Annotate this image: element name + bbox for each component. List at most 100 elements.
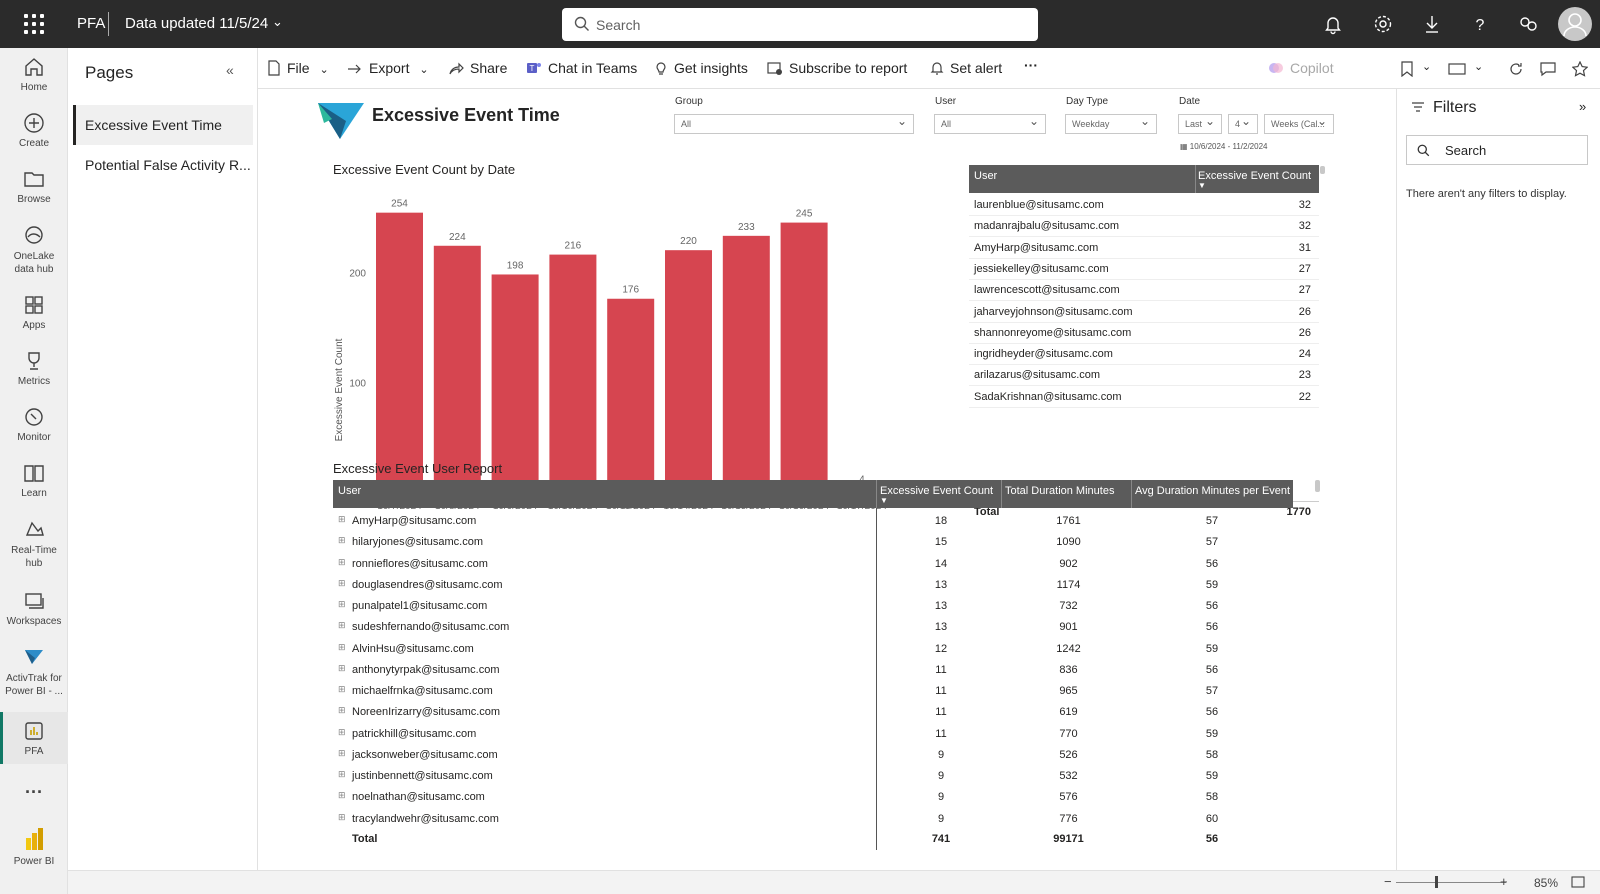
table-row[interactable]: ⊞ AmyHarp@situsamc.com 18 1761 57: [333, 511, 1293, 532]
more-options-icon[interactable]: ···: [25, 782, 43, 802]
column-header-user[interactable]: User: [974, 170, 998, 182]
expand-row-icon[interactable]: ⊞: [338, 726, 346, 737]
expand-row-icon[interactable]: ⊞: [338, 556, 346, 567]
table-row[interactable]: ⊞ sudeshfernando@situsamc.com 13 901 56: [333, 617, 1293, 638]
data-updated-label[interactable]: Data updated 11/5/24: [125, 15, 269, 32]
expand-row-icon[interactable]: ⊞: [338, 662, 346, 673]
zoom-in-icon[interactable]: +: [1500, 874, 1508, 889]
table-row[interactable]: shannonreyome@situsamc.com 26: [969, 323, 1319, 344]
nav-learn[interactable]: Learn: [0, 462, 68, 499]
zoom-out-icon[interactable]: −: [1384, 874, 1392, 889]
expand-filters-icon[interactable]: »: [1579, 99, 1587, 114]
download-icon[interactable]: [1421, 13, 1443, 35]
nav-apps[interactable]: Apps: [0, 294, 68, 331]
expand-row-icon[interactable]: ⊞: [338, 514, 346, 524]
table-row[interactable]: ⊞ AlvinHsu@situsamc.com 12 1242 59: [333, 639, 1293, 660]
filters-search-input[interactable]: Search: [1406, 135, 1588, 165]
scrollbar[interactable]: [1320, 166, 1325, 174]
feedback-icon[interactable]: [1517, 13, 1539, 35]
share-button[interactable]: Share: [448, 60, 507, 76]
app-launcher-icon[interactable]: [24, 14, 44, 34]
notifications-icon[interactable]: [1322, 13, 1344, 35]
expand-row-icon[interactable]: ⊞: [338, 747, 346, 758]
column-header-avg-duration[interactable]: Avg Duration Minutes per Event: [1135, 485, 1291, 497]
table-row[interactable]: ⊞ noelnathan@situsamc.com 9 576 58: [333, 787, 1293, 808]
table-row[interactable]: arilazarus@situsamc.com 23: [969, 365, 1319, 387]
nav-browse[interactable]: Browse: [0, 168, 68, 205]
zoom-slider[interactable]: [1396, 882, 1506, 883]
nav-monitor[interactable]: Monitor: [0, 406, 68, 443]
nav-home[interactable]: Home: [0, 56, 68, 93]
table-row[interactable]: ⊞ justinbennett@situsamc.com 9 532 59: [333, 766, 1293, 787]
set-alert-button[interactable]: Set alert: [930, 60, 1002, 76]
avatar[interactable]: [1558, 7, 1592, 41]
nav-pfa[interactable]: PFA: [0, 712, 68, 764]
expand-row-icon[interactable]: ⊞: [338, 535, 346, 546]
zoom-slider-handle[interactable]: [1435, 876, 1438, 888]
settings-icon[interactable]: [1372, 13, 1394, 35]
table-row[interactable]: ⊞ ronnieflores@situsamc.com 14 902 56: [333, 554, 1293, 575]
view-icon[interactable]: [1448, 62, 1466, 76]
column-header-total-duration[interactable]: Total Duration Minutes: [1005, 485, 1115, 497]
table-row[interactable]: ⊞ punalpatel1@situsamc.com 13 732 56: [333, 596, 1293, 617]
table-row[interactable]: SadaKrishnan@situsamc.com 22: [969, 387, 1319, 408]
nav-create[interactable]: Create: [0, 112, 68, 149]
bar[interactable]: [722, 235, 770, 493]
comment-icon[interactable]: [1540, 61, 1556, 77]
table-row[interactable]: laurenblue@situsamc.com 32: [969, 195, 1319, 216]
daytype-slicer[interactable]: Weekday: [1065, 114, 1157, 134]
table-row[interactable]: AmyHarp@situsamc.com 31: [969, 238, 1319, 259]
global-search-input[interactable]: Search: [562, 8, 1038, 41]
group-slicer[interactable]: All: [674, 114, 914, 134]
table-row[interactable]: ⊞ tracylandwehr@situsamc.com 9 776 60: [333, 809, 1293, 830]
bar[interactable]: [549, 254, 597, 493]
table-row[interactable]: ⊞ douglasendres@situsamc.com 13 1174 59: [333, 575, 1293, 596]
page-tab-excessive-event-time[interactable]: Excessive Event Time: [73, 105, 253, 145]
chevron-down-icon[interactable]: ⌄: [1422, 61, 1432, 73]
collapse-pages-icon[interactable]: «: [226, 62, 234, 78]
table-row[interactable]: lawrencescott@situsamc.com 27: [969, 280, 1319, 302]
table-row[interactable]: ⊞ hilaryjones@situsamc.com 15 1090 57: [333, 532, 1293, 553]
workspace-name[interactable]: PFA: [77, 15, 106, 32]
nav-workspaces[interactable]: Workspaces: [0, 590, 68, 627]
expand-row-icon[interactable]: ⊞: [338, 811, 346, 822]
expand-row-icon[interactable]: ⊞: [338, 620, 346, 631]
get-insights-button[interactable]: Get insights: [654, 60, 748, 76]
bookmark-icon[interactable]: [1400, 61, 1414, 77]
page-tab-potential-false-activity[interactable]: Potential False Activity R...: [85, 157, 251, 173]
table-row[interactable]: ⊞ jacksonweber@situsamc.com 9 526 58: [333, 745, 1293, 766]
table-row[interactable]: ⊞ patrickhill@situsamc.com 11 770 59: [333, 724, 1293, 745]
scrollbar[interactable]: [1315, 480, 1320, 492]
bar[interactable]: [433, 245, 481, 493]
date-count-input[interactable]: 4: [1228, 114, 1258, 134]
expand-row-icon[interactable]: ⊞: [338, 705, 346, 716]
nav-realtime[interactable]: Real-Time hub: [0, 518, 68, 570]
table-row[interactable]: ⊞ anthonytyrpak@situsamc.com 11 836 56: [333, 660, 1293, 681]
zoom-level[interactable]: 85%: [1534, 876, 1559, 890]
file-menu[interactable]: File ⌄: [267, 60, 329, 76]
chevron-down-icon[interactable]: ⌄: [272, 14, 283, 29]
table-row[interactable]: ⊞ michaelfrnka@situsamc.com 11 965 57: [333, 681, 1293, 702]
bar[interactable]: [491, 274, 539, 493]
favorite-star-icon[interactable]: [1572, 61, 1588, 77]
table-row[interactable]: ⊞ NoreenIrizarry@situsamc.com 11 619 56: [333, 702, 1293, 723]
table-row[interactable]: madanrajbalu@situsamc.com 32: [969, 216, 1319, 238]
table-row[interactable]: jessiekelley@situsamc.com 27: [969, 259, 1319, 280]
user-slicer[interactable]: All: [934, 114, 1046, 134]
expand-row-icon[interactable]: ⊞: [338, 599, 346, 609]
bar[interactable]: [780, 222, 828, 493]
fit-to-page-icon[interactable]: [1571, 876, 1585, 888]
more-options-icon[interactable]: ···: [1024, 57, 1038, 73]
nav-metrics[interactable]: Metrics: [0, 350, 68, 387]
export-menu[interactable]: Export ⌄: [347, 60, 429, 76]
bar[interactable]: [665, 250, 712, 493]
column-header-count[interactable]: Excessive Event Count: [880, 485, 994, 497]
date-relative-select[interactable]: Last: [1178, 114, 1222, 134]
bar[interactable]: [607, 298, 655, 493]
chevron-down-icon[interactable]: ⌄: [1474, 61, 1484, 73]
expand-row-icon[interactable]: ⊞: [338, 577, 346, 588]
table-row[interactable]: jaharveyjohnson@situsamc.com 26: [969, 302, 1319, 323]
table-row[interactable]: ingridheyder@situsamc.com 24: [969, 344, 1319, 366]
date-unit-select[interactable]: Weeks (Cal...: [1264, 114, 1334, 134]
column-header-user[interactable]: User: [338, 485, 362, 497]
